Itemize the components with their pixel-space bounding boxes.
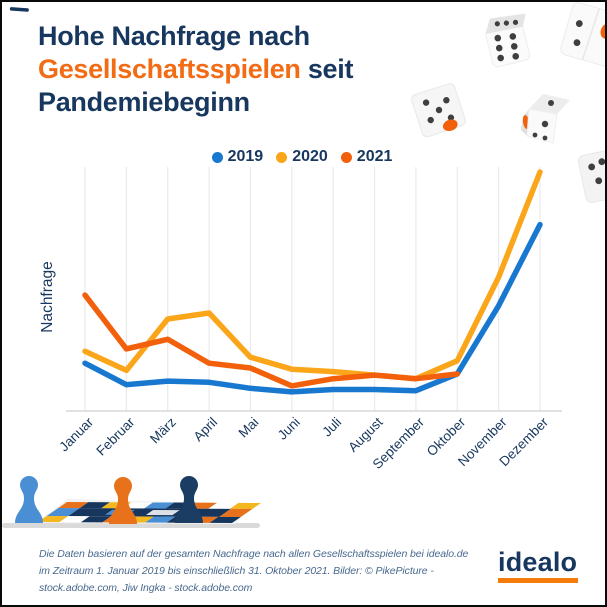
die-icon: [485, 13, 531, 68]
x-tick-label: März: [147, 414, 179, 446]
die-icon: [577, 147, 605, 204]
legend-dot-icon: [276, 151, 288, 163]
y-axis-label: Nachfrage: [39, 261, 56, 333]
x-tick-label: November: [455, 414, 510, 469]
legend-label: 2020: [292, 148, 328, 165]
x-tick-label: April: [190, 415, 220, 445]
legend-dot-icon: [211, 151, 223, 163]
x-tick-label: Juni: [275, 415, 303, 443]
board-baseline: [2, 523, 260, 528]
legend-item-2021: 2021: [340, 148, 393, 166]
game-board: [35, 499, 261, 524]
series-line-2021: [82, 292, 460, 389]
die-icon: [560, 2, 605, 68]
legend-label: 2019: [227, 148, 264, 165]
chart-legend: 2019 2020 2021: [162, 148, 442, 166]
series-line-2020: [82, 169, 543, 382]
series-line-2019: [82, 221, 543, 395]
x-tick-label: August: [345, 414, 386, 455]
die-icon: [411, 83, 466, 138]
x-tick-label: September: [370, 414, 428, 472]
idealo-logo-text: idealo: [498, 547, 578, 577]
legend-label: 2021: [356, 148, 393, 165]
idealo-logo-underline: [498, 578, 578, 583]
source-note-line3: stock.adobe.com, Jiw Ingka - stock.adobe…: [39, 581, 253, 594]
x-tick-label: Dezember: [496, 414, 551, 469]
x-tick-label: Mai: [236, 415, 262, 441]
title-line3: Pandemiebeginn: [38, 86, 250, 117]
title-after-highlight: seit: [300, 53, 354, 84]
idealo-logo: idealo: [498, 549, 582, 583]
source-note-line2: im Zeitraum 1. Januar 2019 bis einschlie…: [39, 564, 434, 577]
x-tick-label: Oktober: [424, 414, 469, 459]
source-note-line1: Die Daten basieren auf der gesamten Nach…: [39, 548, 469, 560]
legend-item-2019: 2019: [211, 148, 264, 166]
pawn-orange: [109, 477, 137, 524]
title-line1: Hohe Nachfrage nach: [38, 21, 310, 51]
page-title: Hohe Nachfrage nach Gesellschaftsspielen …: [38, 20, 398, 119]
pawn-navy: [175, 476, 203, 523]
source-note: Die Daten basieren auf der gesamten Nach…: [39, 546, 468, 596]
die-icon: [521, 94, 570, 144]
legend-item-2020: 2020: [276, 148, 328, 166]
x-tick-label: Januar: [56, 414, 96, 454]
pawn-blue: [15, 476, 43, 523]
x-tick-label: Februar: [93, 414, 137, 458]
title-highlight: Gesellschaftsspielen: [38, 53, 301, 84]
corner-dash: [9, 7, 29, 12]
legend-dot-icon: [340, 151, 352, 163]
x-tick-label: Juli: [319, 415, 344, 440]
